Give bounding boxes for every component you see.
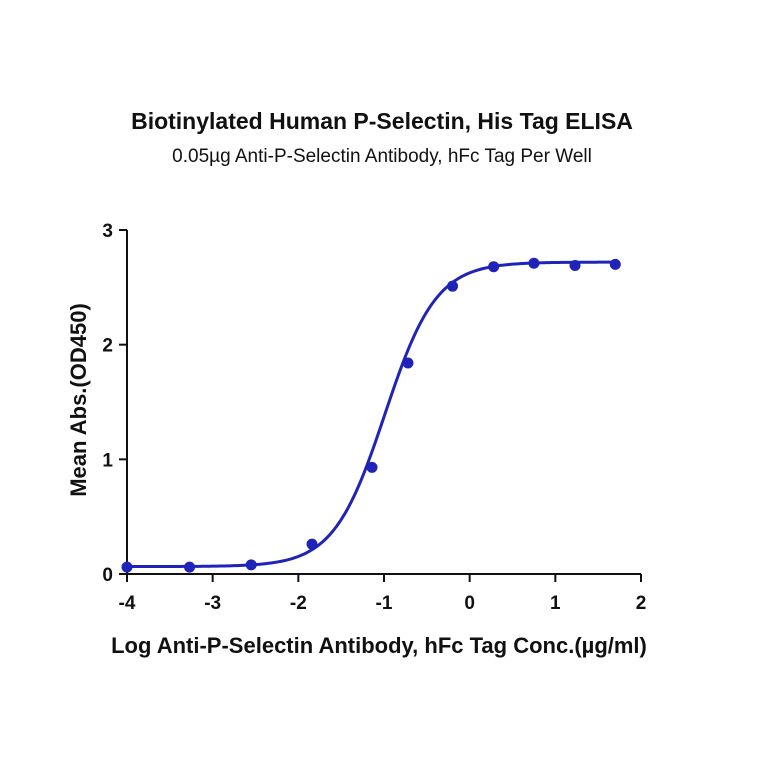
fit-curve-line bbox=[127, 260, 616, 569]
data-point bbox=[569, 260, 581, 272]
x-tick-label: 0 bbox=[464, 593, 475, 614]
y-tick-label: 2 bbox=[102, 336, 113, 357]
x-axis-title: Log Anti-P-Selectin Antibody, hFc Tag Co… bbox=[111, 633, 647, 658]
data-point bbox=[245, 559, 257, 571]
data-point bbox=[121, 561, 133, 573]
data-point bbox=[184, 561, 196, 573]
y-tick-label: 3 bbox=[102, 221, 113, 242]
y-tick-label: 0 bbox=[102, 565, 113, 586]
data-point bbox=[609, 258, 621, 270]
chart-subtitle: 0.05µg Anti-P-Selectin Antibody, hFc Tag… bbox=[172, 146, 592, 167]
tick-labels-layer: 0 1 2 3 -4 -3 -2 -1 0 1 2 bbox=[102, 221, 646, 614]
x-tick-label: -3 bbox=[204, 593, 221, 614]
y-tick-label: 1 bbox=[102, 450, 113, 471]
x-tick-label: 2 bbox=[636, 593, 647, 614]
x-tick-label: -4 bbox=[119, 593, 136, 614]
data-point bbox=[447, 280, 459, 292]
x-tick-label: -2 bbox=[290, 593, 307, 614]
data-point bbox=[306, 538, 318, 550]
data-point bbox=[402, 357, 414, 369]
x-tick-label: 1 bbox=[550, 593, 561, 614]
y-axis-title: Mean Abs.(OD450) bbox=[66, 303, 91, 497]
data-point bbox=[488, 261, 500, 273]
x-tick-label: -1 bbox=[376, 593, 393, 614]
axes bbox=[119, 229, 642, 582]
fit-curve-layer bbox=[127, 260, 616, 569]
data-point bbox=[528, 257, 540, 269]
data-points-layer bbox=[121, 257, 621, 573]
data-point bbox=[366, 461, 378, 473]
chart-title: Biotinylated Human P-Selectin, His Tag E… bbox=[131, 108, 633, 134]
